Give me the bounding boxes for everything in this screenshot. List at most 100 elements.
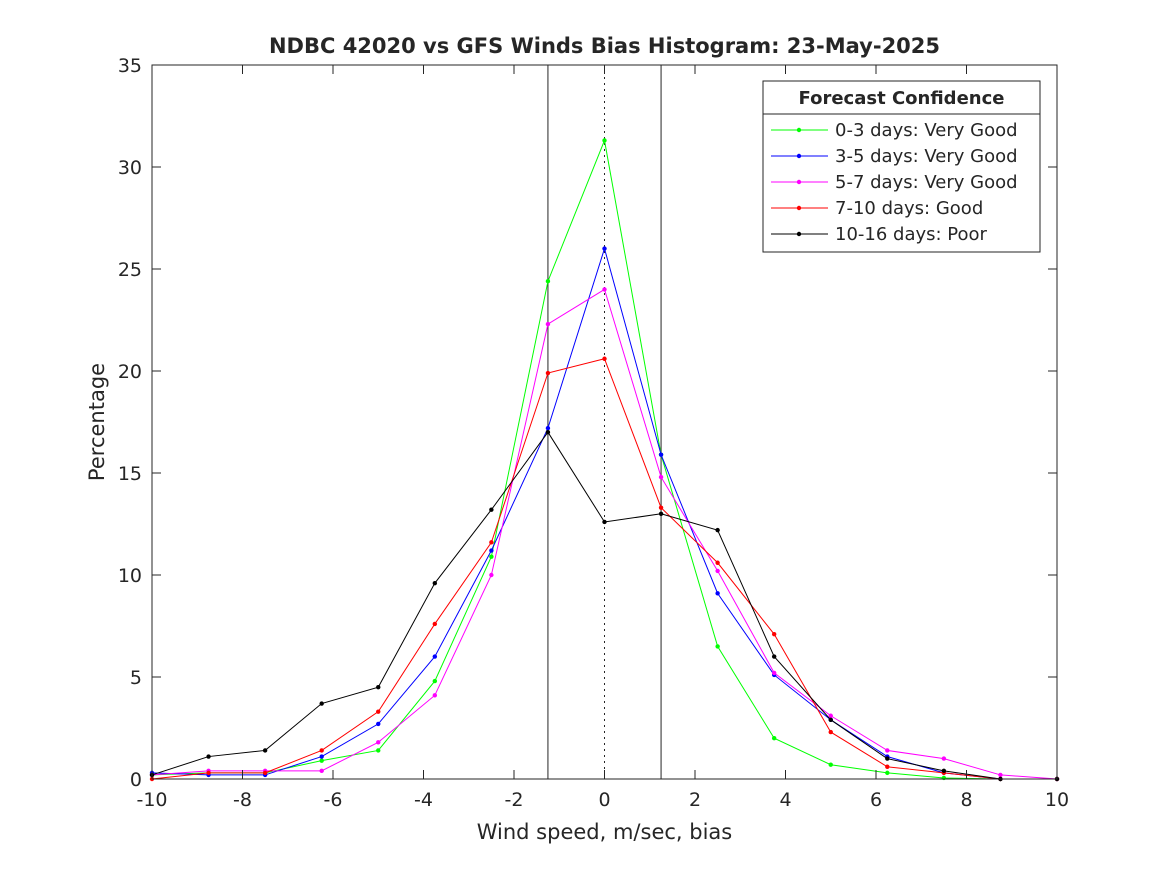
data-point [828, 717, 833, 723]
x-tick-label: 2 [689, 789, 701, 811]
y-tick-label: 30 [118, 157, 142, 179]
x-tick-label: -6 [324, 789, 343, 811]
legend-marker [796, 205, 802, 211]
data-point [489, 540, 494, 545]
series-line-3 [151, 358, 1057, 780]
data-point [941, 768, 947, 774]
data-point [941, 775, 947, 781]
data-point [545, 321, 551, 327]
legend-marker [796, 179, 802, 185]
data-point [771, 631, 777, 637]
data-point [319, 758, 324, 763]
axis-ticks: -10 -8 -6 -4 -2 0 2 4 6 8 10 0 5 10 15 20 25 30 35 [118, 55, 1069, 811]
data-point [432, 678, 438, 684]
legend-item: 3-5 days: Very Good [771, 146, 1018, 167]
data-point [376, 748, 381, 753]
data-point [489, 507, 494, 512]
data-point [998, 772, 1003, 778]
data-point [432, 693, 438, 698]
data-point [319, 701, 324, 706]
data-point [545, 425, 551, 431]
x-tick-label: -10 [136, 789, 167, 811]
x-tick-label: -4 [414, 789, 433, 811]
x-tick-label: 4 [779, 789, 791, 811]
data-point [262, 748, 268, 753]
data-point [828, 762, 833, 767]
series-2 [149, 287, 1060, 782]
legend-marker [796, 153, 802, 159]
legend-item: 0-3 days: Very Good [771, 120, 1018, 141]
data-point [885, 756, 890, 761]
x-tick-label: -8 [233, 789, 252, 811]
data-point [885, 764, 890, 769]
data-point [715, 560, 720, 565]
data-point [206, 754, 211, 759]
x-tick-label: -2 [505, 789, 524, 811]
x-tick-label: 10 [1045, 789, 1069, 811]
y-tick-label: 25 [118, 259, 142, 281]
legend-marker [796, 127, 802, 133]
data-point [658, 474, 664, 480]
data-point [206, 770, 211, 776]
reference-lines [547, 65, 662, 779]
data-point [262, 770, 268, 776]
chart-title: NDBC 42020 vs GFS Winds Bias Histogram: … [269, 34, 940, 58]
legend-label: 5-7 days: Very Good [835, 172, 1018, 193]
legend: Forecast Confidence 0-3 days: Very Good 3… [762, 80, 1041, 253]
data-point [771, 654, 777, 659]
data-point [376, 740, 381, 745]
data-point [602, 246, 607, 251]
data-point [941, 756, 947, 761]
series-1 [149, 246, 1060, 782]
y-axis-title: Percentage [85, 363, 109, 481]
data-point [376, 685, 381, 690]
data-point [489, 554, 494, 559]
series-layer [149, 138, 1060, 782]
data-point [828, 729, 833, 735]
data-point [602, 519, 607, 525]
data-point [828, 713, 833, 718]
legend-label: 10-16 days: Poor [835, 224, 988, 245]
data-point [771, 736, 777, 741]
data-point [602, 287, 607, 292]
y-tick-label: 15 [118, 463, 142, 485]
legend-label: 3-5 days: Very Good [835, 146, 1018, 167]
x-tick-label: 0 [598, 789, 610, 811]
legend-item: 7-10 days: Good [771, 198, 983, 219]
legend-item: 10-16 days: Poor [771, 224, 988, 245]
data-point [715, 591, 720, 596]
data-point [658, 505, 664, 510]
data-point [489, 548, 494, 553]
data-point [545, 279, 551, 284]
legend-box [762, 80, 1041, 253]
x-axis-title: Wind speed, m/sec, bias [477, 820, 733, 844]
data-point [376, 709, 381, 714]
data-point [885, 770, 890, 776]
data-point [432, 580, 438, 586]
data-point [885, 748, 890, 753]
x-tick-label: 6 [870, 789, 882, 811]
data-point [602, 138, 607, 143]
data-point [376, 721, 381, 727]
x-tick-label: 8 [960, 789, 972, 811]
data-point [489, 572, 494, 578]
data-point [658, 452, 664, 457]
legend-item: 5-7 days: Very Good [771, 172, 1018, 193]
data-point [658, 511, 664, 516]
data-point [319, 768, 324, 774]
data-point [771, 670, 777, 676]
y-tick-label: 20 [118, 361, 142, 383]
y-tick-label: 5 [130, 667, 142, 689]
series-line-1 [151, 246, 1057, 780]
data-point [602, 356, 607, 361]
legend-label: 0-3 days: Very Good [835, 120, 1018, 141]
data-point [432, 621, 438, 627]
legend-title: Forecast Confidence [799, 88, 1005, 109]
series-4 [149, 430, 1060, 782]
y-tick-label: 0 [130, 769, 142, 791]
legend-label: 7-10 days: Good [835, 198, 983, 219]
data-point [319, 748, 324, 753]
data-point [715, 568, 720, 574]
data-point [545, 430, 551, 435]
